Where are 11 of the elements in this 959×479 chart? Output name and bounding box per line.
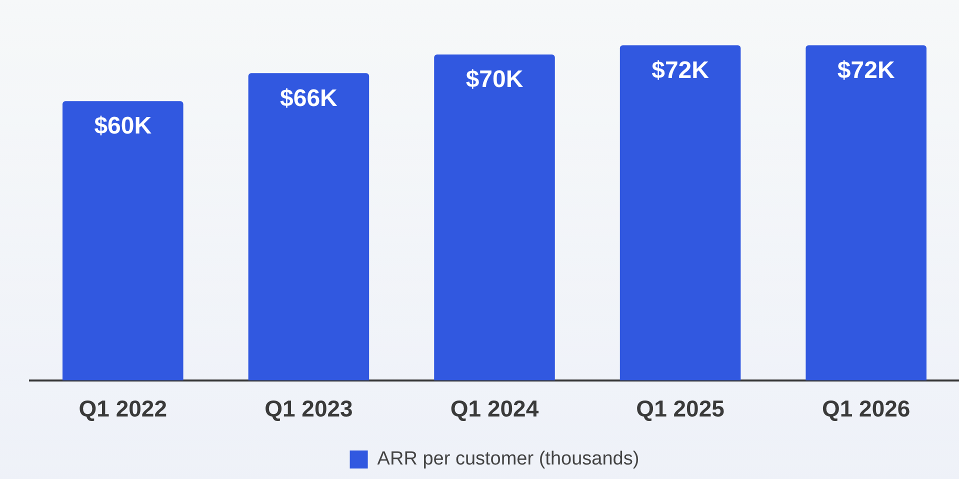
x-tick-label: Q1 2022: [78, 396, 168, 422]
data-label: $72K: [837, 56, 896, 84]
legend-label: ARR per customer (thousands): [377, 448, 640, 470]
x-tick-label: Q1 2026: [822, 396, 910, 422]
x-tick-label: Q1 2025: [636, 396, 725, 422]
data-label: $72K: [652, 56, 710, 84]
data-label: $60K: [94, 112, 152, 140]
x-tick-label: Q1 2024: [450, 396, 539, 422]
data-label: $66K: [280, 84, 338, 112]
x-tick-label: Q1 2023: [264, 396, 353, 422]
data-label: $70K: [466, 66, 524, 94]
